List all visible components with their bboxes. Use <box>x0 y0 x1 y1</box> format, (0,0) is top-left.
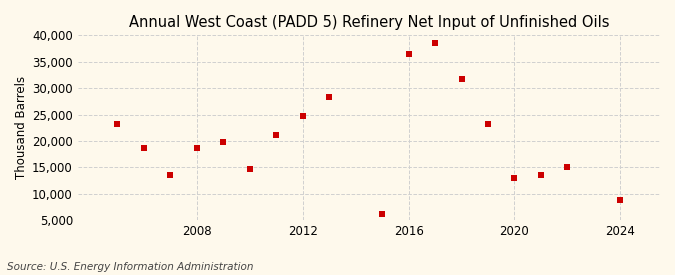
Point <box>112 122 123 126</box>
Point <box>562 165 573 169</box>
Y-axis label: Thousand Barrels: Thousand Barrels <box>15 76 28 179</box>
Point <box>615 198 626 202</box>
Point <box>456 76 467 81</box>
Point <box>244 167 255 171</box>
Point <box>509 176 520 180</box>
Point <box>430 41 441 45</box>
Title: Annual West Coast (PADD 5) Refinery Net Input of Unfinished Oils: Annual West Coast (PADD 5) Refinery Net … <box>129 15 609 30</box>
Point <box>324 95 335 99</box>
Point <box>192 145 202 150</box>
Point <box>218 140 229 144</box>
Point <box>297 114 308 118</box>
Point <box>535 173 546 177</box>
Point <box>138 145 149 150</box>
Point <box>271 132 281 137</box>
Text: Source: U.S. Energy Information Administration: Source: U.S. Energy Information Administ… <box>7 262 253 272</box>
Point <box>165 173 176 177</box>
Point <box>377 211 387 216</box>
Point <box>483 122 493 126</box>
Point <box>403 52 414 56</box>
